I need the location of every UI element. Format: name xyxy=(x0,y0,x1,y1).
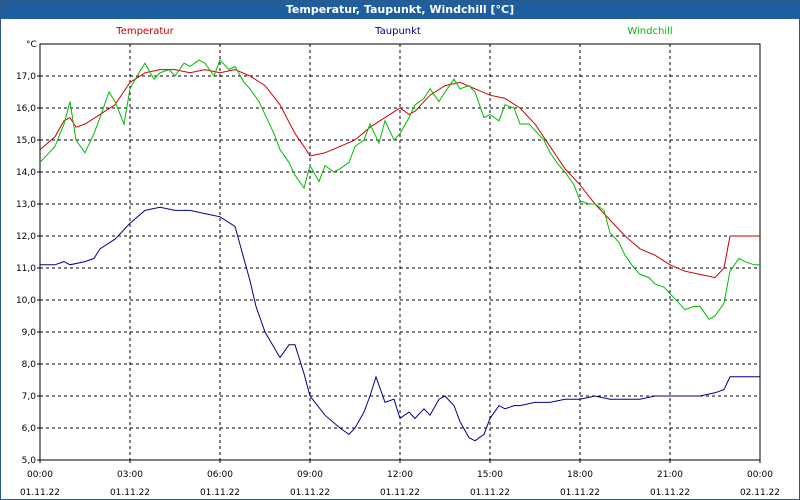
x-tick-date: 01.11.22 xyxy=(380,488,420,498)
y-tick-label: 17,0 xyxy=(16,72,36,82)
y-tick-label: 7,0 xyxy=(22,392,37,402)
x-tick-date: 01.11.22 xyxy=(200,488,240,498)
y-tick-label: 11,0 xyxy=(16,264,36,274)
x-tick-time: 06:00 xyxy=(207,470,233,480)
x-tick-date: 01.11.22 xyxy=(290,488,330,498)
x-tick-time: 21:00 xyxy=(657,470,683,480)
x-tick-time: 03:00 xyxy=(117,470,143,480)
grid-lines xyxy=(40,44,760,460)
x-tick-date: 01.11.22 xyxy=(650,488,690,498)
x-axis: 00:00 01.11.22 03:00 01.11.22 06:00 01.11.22 0… xyxy=(20,460,780,498)
x-tick-date: 01.11.22 xyxy=(20,488,60,498)
x-tick-time: 00:00 xyxy=(27,470,53,480)
y-tick-label: 8,0 xyxy=(22,360,37,370)
x-tick-time: 00:00 xyxy=(747,470,773,480)
legend-item-windchill: Windchill xyxy=(627,26,672,37)
y-tick-label: 15,0 xyxy=(16,136,36,146)
series-line-taupunkt xyxy=(40,206,760,442)
x-tick-date: 02.11.22 xyxy=(740,488,780,498)
series-line-temperatur xyxy=(39,69,760,279)
x-tick-time: 09:00 xyxy=(297,470,323,480)
y-tick-label: 10,0 xyxy=(16,296,36,306)
y-tick-label: 6,0 xyxy=(22,424,37,434)
y-tick-label: 14,0 xyxy=(16,168,36,178)
y-tick-label: 16,0 xyxy=(16,104,36,114)
y-tick-label: 5,0 xyxy=(22,456,37,466)
y-axis: 5,0 6,0 7,0 8,0 9,0 10,0 11,0 12,0 13,0 14,0 15,0 1… xyxy=(16,72,40,466)
x-tick-date: 01.11.22 xyxy=(470,488,510,498)
x-tick-time: 12:00 xyxy=(387,470,413,480)
legend-item-taupunkt: Taupunkt xyxy=(374,26,421,37)
window-title: Temperatur, Taupunkt, Windchill [°C] xyxy=(1,1,799,19)
y-tick-label: 12,0 xyxy=(16,232,36,242)
series-line-windchill xyxy=(39,59,760,320)
x-tick-date: 01.11.22 xyxy=(110,488,150,498)
legend: Temperatur Taupunkt Windchill xyxy=(115,26,672,37)
legend-item-temperatur: Temperatur xyxy=(115,26,174,37)
y-axis-label: °C xyxy=(26,40,37,50)
x-tick-time: 15:00 xyxy=(477,470,503,480)
series-lines xyxy=(39,59,760,442)
y-tick-label: 13,0 xyxy=(16,200,36,210)
plot-area xyxy=(39,43,761,461)
y-tick-label: 9,0 xyxy=(22,328,37,338)
x-tick-time: 18:00 xyxy=(567,470,593,480)
x-tick-date: 01.11.22 xyxy=(560,488,600,498)
